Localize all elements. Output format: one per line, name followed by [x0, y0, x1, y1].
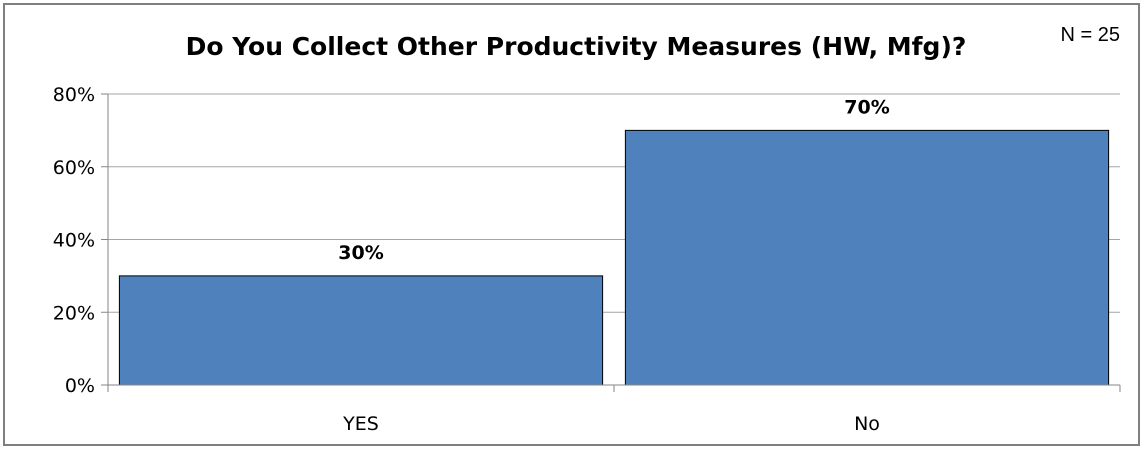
- sample-size-label: N = 25: [1061, 24, 1120, 46]
- x-tick-label-yes: YES: [342, 413, 379, 435]
- y-tick-label-0: 0%: [65, 375, 95, 397]
- bar-no: [624, 129, 1110, 386]
- bar-yes: [118, 275, 604, 386]
- bars: [118, 129, 1110, 386]
- data-label-yes: 30%: [338, 242, 383, 264]
- labels: 0% 20% 40% 60% 80% 30% YES 70% No: [53, 84, 890, 435]
- y-tick-label-4: 80%: [53, 84, 95, 106]
- y-tick-label-3: 60%: [53, 157, 95, 179]
- x-tick-label-no: No: [854, 413, 880, 435]
- chart-title: Do You Collect Other Productivity Measur…: [186, 32, 967, 61]
- y-tick-label-1: 20%: [53, 302, 95, 324]
- y-tick-label-2: 40%: [53, 230, 95, 252]
- data-label-no: 70%: [844, 96, 889, 118]
- axes: [101, 93, 1121, 392]
